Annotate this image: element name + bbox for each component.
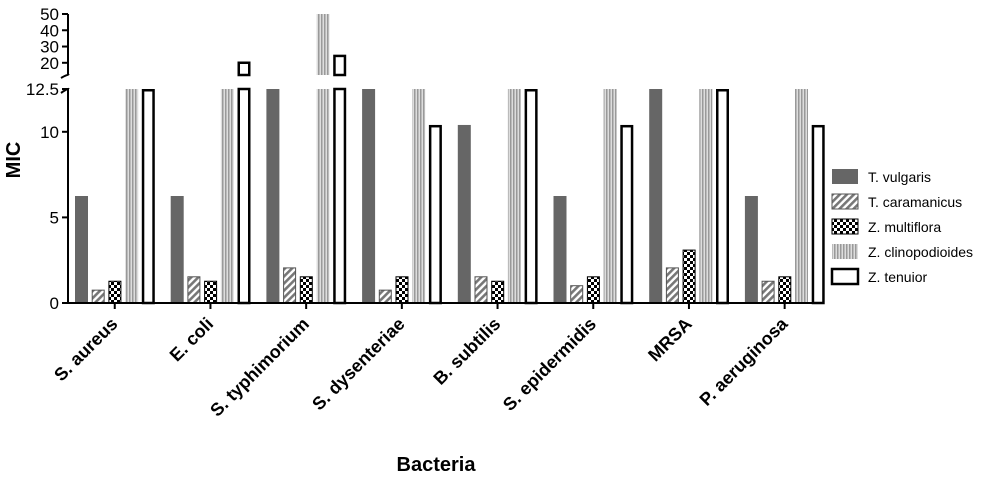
x-tick-label: S. dysenteriae <box>308 314 408 414</box>
x-tick-label: MRSA <box>644 314 696 366</box>
bar <box>524 89 538 305</box>
y-tick-label: 0 <box>50 294 59 313</box>
y-tick-label: 5 <box>50 208 59 227</box>
bar-upper-segment <box>333 54 347 77</box>
bar <box>283 267 297 304</box>
bar <box>266 89 280 303</box>
legend-label: T. vulgaris <box>868 169 931 185</box>
bar-upper-segment <box>316 14 330 75</box>
bar <box>649 89 663 303</box>
bar <box>716 89 729 305</box>
bar <box>586 276 600 304</box>
bar <box>665 267 679 304</box>
bar <box>378 289 392 304</box>
bar <box>570 285 584 304</box>
legend-label: Z. multiflora <box>868 219 941 235</box>
bar <box>795 89 808 303</box>
x-tick-label: S. aureus <box>50 314 121 385</box>
bar <box>237 87 251 305</box>
bar-upper-segment <box>237 61 251 77</box>
bar <box>744 196 758 303</box>
bar <box>141 89 155 305</box>
bar <box>362 89 376 303</box>
legend-swatch <box>830 267 860 286</box>
legend-label: Z. tenuior <box>868 269 927 285</box>
y-tick-label: 50 <box>40 5 59 24</box>
legend-swatch <box>832 169 858 184</box>
bar <box>761 280 775 304</box>
axis-break-mark-top <box>60 73 70 79</box>
x-tick-label: S. typhimorium <box>206 314 313 421</box>
bar <box>778 276 792 304</box>
bar <box>457 124 471 304</box>
bar <box>75 196 88 303</box>
x-tick-label: E. coli <box>166 314 218 366</box>
bars-layer <box>75 14 825 305</box>
legend-label: T. caramanicus <box>868 194 962 210</box>
y-tick-label: 20 <box>40 54 59 73</box>
bar <box>316 89 330 303</box>
legend-swatch <box>831 218 859 235</box>
bar <box>553 196 567 303</box>
bar <box>395 276 409 304</box>
bar <box>620 124 634 305</box>
bar <box>507 89 521 303</box>
bar <box>220 89 234 303</box>
x-axis-title: Bacteria <box>397 454 477 476</box>
y-axis-title: MIC <box>3 142 25 179</box>
bar <box>108 280 122 304</box>
bar <box>428 124 442 305</box>
bar <box>474 276 488 304</box>
bar <box>91 289 105 304</box>
bar <box>187 276 201 304</box>
bar <box>170 196 184 303</box>
y-tick-label: 40 <box>40 21 59 40</box>
bar <box>811 124 825 305</box>
bar <box>333 87 347 305</box>
legend: T. vulgaris T. caramanicus Z. multiflora Z.… <box>830 169 973 286</box>
bar <box>125 89 139 303</box>
bar <box>682 249 696 304</box>
x-tick-label: B. subtilis <box>429 314 504 389</box>
bar <box>412 89 426 303</box>
bar <box>491 280 505 304</box>
bar <box>299 276 313 304</box>
bar <box>204 280 218 304</box>
y-tick-label: 30 <box>40 38 59 57</box>
y-tick-label: 10 <box>40 123 59 142</box>
bar <box>603 89 617 303</box>
x-tick-label: P. aeruginosa <box>696 313 793 410</box>
x-tick-label: S. epidermidis <box>499 314 600 415</box>
legend-swatch <box>832 244 858 259</box>
legend-label: Z. clinopodioides <box>868 244 973 260</box>
legend-swatch <box>831 193 859 210</box>
bar <box>699 89 713 303</box>
y-tick-label: 12.5 <box>26 80 59 99</box>
